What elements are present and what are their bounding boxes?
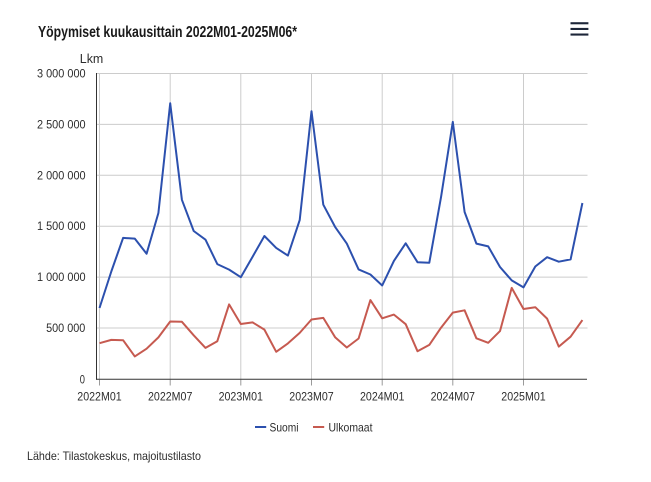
svg-text:2023M07: 2023M07 xyxy=(289,391,333,404)
svg-text:2 500 000: 2 500 000 xyxy=(37,118,86,131)
svg-text:2022M07: 2022M07 xyxy=(148,391,192,404)
svg-text:2024M01: 2024M01 xyxy=(360,391,404,404)
svg-text:2022M01: 2022M01 xyxy=(77,391,121,404)
svg-text:1 500 000: 1 500 000 xyxy=(37,220,86,233)
svg-text:Ulkomaat: Ulkomaat xyxy=(329,421,374,434)
svg-text:2025M01: 2025M01 xyxy=(501,391,545,404)
svg-text:2024M07: 2024M07 xyxy=(431,391,475,404)
svg-text:1 000 000: 1 000 000 xyxy=(37,271,86,284)
svg-text:Lähde: Tilastokeskus, majoitus: Lähde: Tilastokeskus, majoitustilasto xyxy=(27,450,201,463)
svg-text:2023M01: 2023M01 xyxy=(219,391,263,404)
svg-text:3 000 000: 3 000 000 xyxy=(37,68,86,81)
svg-text:Lkm: Lkm xyxy=(80,52,104,66)
svg-text:2 000 000: 2 000 000 xyxy=(37,169,86,182)
svg-text:500 000: 500 000 xyxy=(46,322,85,335)
svg-text:0: 0 xyxy=(80,374,85,387)
svg-text:Suomi: Suomi xyxy=(270,421,299,434)
svg-text:Yöpymiset kuukausittain 2022M0: Yöpymiset kuukausittain 2022M01-2025M06* xyxy=(38,24,298,41)
